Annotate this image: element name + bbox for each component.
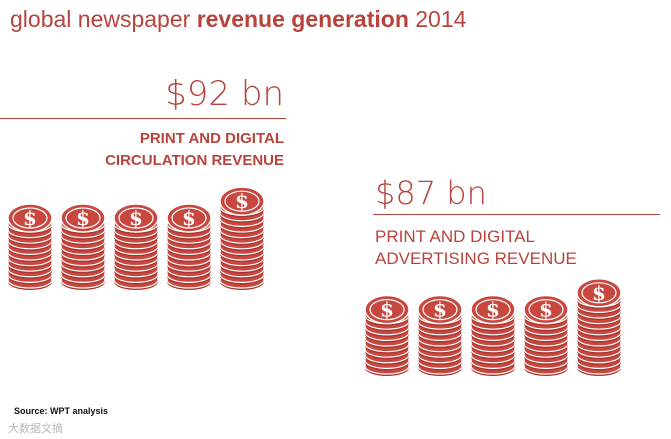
dollar-sign-icon: $ <box>380 298 394 322</box>
dollar-sign-icon: $ <box>592 281 606 305</box>
dollar-sign-icon: $ <box>23 206 37 230</box>
dollar-sign-icon: $ <box>539 298 553 322</box>
coin-stack: $ <box>219 186 265 290</box>
dollar-sign-icon: $ <box>486 298 500 322</box>
coin-stack: $ <box>470 294 516 376</box>
coin-stack: $ <box>417 294 463 376</box>
coin-stack: $ <box>523 294 569 376</box>
circulation-coin-stacks: $ $ $ $ $ <box>8 186 265 290</box>
title-pre: global newspaper <box>10 6 197 32</box>
coin-stack: $ <box>8 203 53 290</box>
title-bold: revenue generation <box>196 6 409 32</box>
coin-stack: $ <box>113 203 159 290</box>
circulation-label: PRINT AND DIGITAL CIRCULATION REVENUE <box>0 128 284 172</box>
page-title: global newspaper revenue generation 2014 <box>10 6 466 33</box>
coin-stack: $ <box>166 203 212 290</box>
circulation-amount: $92 bn <box>165 74 284 114</box>
circulation-label-line2: CIRCULATION REVENUE <box>105 152 284 169</box>
circulation-label-line1: PRINT AND DIGITAL <box>139 130 284 147</box>
title-post: 2014 <box>408 6 467 32</box>
dollar-sign-icon: $ <box>129 206 143 230</box>
advertising-coin-stacks: $ $ $ $ $ <box>365 278 622 376</box>
advertising-amount: $87 bn <box>375 174 487 212</box>
advertising-label-line2: ADVERTISING REVENUE <box>375 249 577 268</box>
coin-stack: $ <box>60 203 106 290</box>
source-note: Source: WPT analysis <box>14 406 109 416</box>
dollar-sign-icon: $ <box>76 206 90 230</box>
dollar-sign-icon: $ <box>235 189 249 213</box>
circulation-divider <box>0 118 286 119</box>
advertising-label: PRINT AND DIGITAL ADVERTISING REVENUE <box>375 226 577 270</box>
coin-stack: $ <box>576 278 622 376</box>
advertising-divider <box>373 214 660 215</box>
dollar-sign-icon: $ <box>433 298 447 322</box>
dollar-sign-icon: $ <box>182 206 196 230</box>
advertising-label-line1: PRINT AND DIGITAL <box>375 227 535 246</box>
coin-stack: $ <box>365 294 410 376</box>
watermark: 大数据文摘 <box>8 423 63 435</box>
